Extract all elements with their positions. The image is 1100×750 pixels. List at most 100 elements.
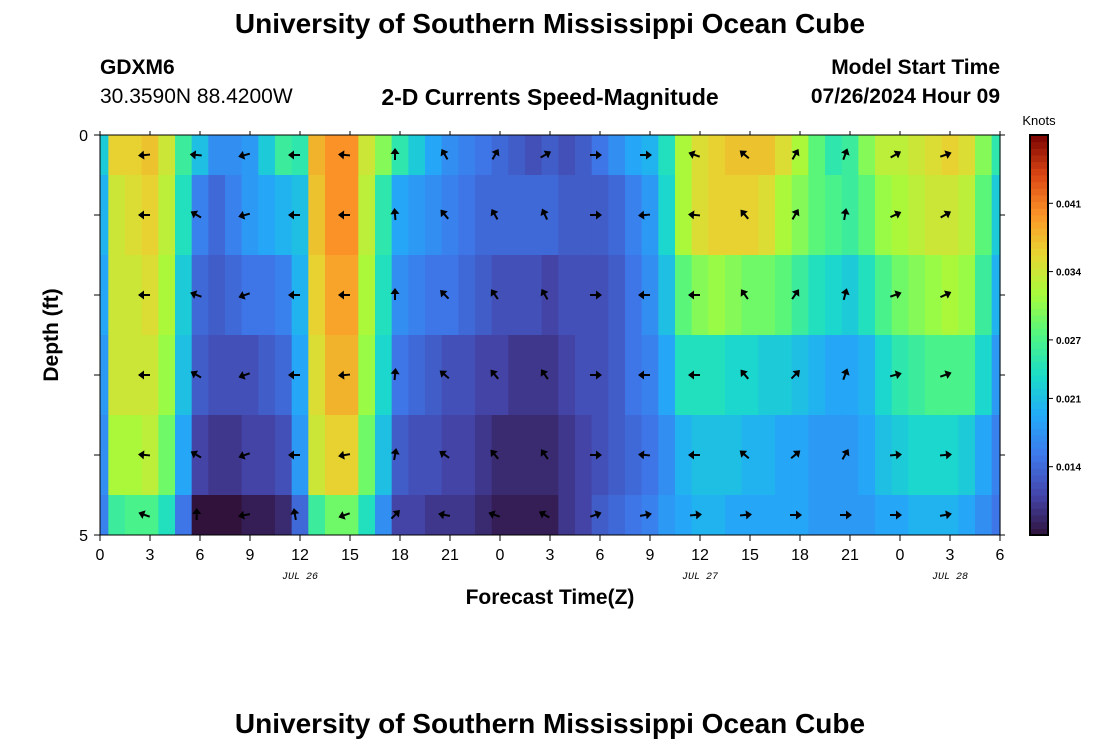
current-vector-arrow	[841, 368, 850, 381]
heatmap-cell	[758, 135, 776, 176]
heatmap-cell	[708, 255, 726, 336]
current-vector-arrow	[638, 290, 650, 300]
heatmap	[100, 135, 1001, 536]
colorbar-label: Knots	[1022, 113, 1056, 128]
current-vector-arrow	[540, 150, 552, 159]
station-location: 30.3590N 88.4200W	[100, 85, 293, 108]
current-vector-arrow	[138, 150, 151, 160]
heatmap-cell	[991, 175, 1001, 256]
current-vector-arrow	[238, 510, 251, 520]
heatmap-cell	[641, 335, 659, 416]
heatmap-cell	[675, 135, 693, 176]
colorbar-segment	[1030, 421, 1048, 429]
heatmap-cell	[225, 335, 243, 416]
current-vector-arrow	[390, 510, 400, 520]
heatmap-cell	[658, 255, 676, 336]
x-tick-label: 15	[341, 547, 359, 564]
heatmap-cell	[358, 135, 376, 176]
heatmap-cell	[958, 415, 976, 496]
current-vector-arrow	[288, 210, 300, 220]
heatmap-cell	[708, 415, 726, 496]
heatmap-cell	[775, 135, 793, 176]
heatmap-cell	[275, 335, 293, 416]
current-vector-arrow	[390, 288, 400, 300]
heatmap-cell	[108, 495, 126, 536]
heatmap-cell	[325, 255, 343, 336]
heatmap-cell	[625, 415, 643, 496]
x-tick-label: 12	[691, 547, 709, 564]
heatmap-cell	[458, 495, 476, 536]
heatmap-cell	[375, 335, 393, 416]
heatmap-cell	[125, 175, 143, 256]
heatmap-cell	[708, 135, 726, 176]
heatmap-cell	[141, 495, 159, 536]
current-vector-arrow	[791, 208, 800, 220]
heatmap-cell	[208, 135, 226, 176]
heatmap-cell	[708, 335, 726, 416]
heatmap-cell	[325, 335, 343, 416]
heatmap-cell	[391, 175, 409, 256]
heatmap-cell	[958, 135, 976, 176]
heatmap-cell	[491, 135, 509, 176]
heatmap-cell	[208, 415, 226, 496]
heatmap-cell	[241, 495, 259, 536]
chart: 0 3 6 9 12 15 18 21 0 3 6 9 12 15 18 21 0 3 6 JUL 26 JUL 27 J…	[40, 113, 1081, 609]
heatmap-cell	[875, 415, 893, 496]
heatmap-cell	[308, 175, 326, 256]
heatmap-cell	[141, 335, 159, 416]
heatmap-cell	[525, 335, 543, 416]
heatmap-cell	[275, 495, 293, 536]
heatmap-cell	[525, 255, 543, 336]
x-tick-label: 21	[841, 547, 859, 564]
heatmap-cell	[308, 335, 326, 416]
heatmap-cell	[708, 175, 726, 256]
colorbar-segment	[1030, 395, 1048, 403]
current-vector-arrow	[890, 150, 902, 159]
x-tick-label: 9	[246, 547, 255, 564]
heatmap-cell	[708, 495, 726, 536]
colorbar-segment	[1030, 328, 1048, 336]
page-title: University of Southern Mississippi Ocean…	[234, 8, 866, 39]
heatmap-cell	[175, 335, 193, 416]
heatmap-cell	[975, 135, 993, 176]
heatmap-cell	[975, 255, 993, 336]
heatmap-cell	[991, 415, 1001, 496]
heatmap-cell	[141, 255, 159, 336]
heatmap-cell	[775, 495, 793, 536]
current-vector-arrow	[338, 210, 350, 220]
heatmap-cell	[941, 335, 959, 416]
current-vector-arrow	[689, 510, 702, 520]
heatmap-cell	[291, 415, 309, 496]
heatmap-cell	[191, 255, 209, 336]
heatmap-cell	[858, 175, 876, 256]
current-vector-arrow	[840, 208, 850, 221]
heatmap-cell	[325, 175, 343, 256]
heatmap-cell	[691, 135, 709, 176]
heatmap-cell	[141, 415, 159, 496]
heatmap-cell	[125, 335, 143, 416]
heatmap-cell	[100, 335, 109, 416]
heatmap-cell	[191, 415, 209, 496]
current-vector-arrow	[540, 208, 549, 220]
station-id: GDXM6	[100, 56, 175, 79]
x-tick-label: 3	[146, 547, 155, 564]
current-vector-arrow	[688, 210, 701, 220]
heatmap-cell	[908, 255, 926, 336]
heatmap-cell	[458, 135, 476, 176]
colorbar-segment	[1030, 195, 1048, 203]
heatmap-cell	[941, 255, 959, 336]
heatmap-cell	[241, 175, 259, 256]
footer-title: University of Southern Mississippi Ocean…	[234, 708, 866, 739]
heatmap-cell	[258, 255, 276, 336]
colorbar-segment	[1030, 441, 1048, 449]
current-vector-arrow	[889, 450, 902, 460]
heatmap-cell	[925, 175, 943, 256]
heatmap-cell	[875, 135, 893, 176]
heatmap-cell	[508, 135, 526, 176]
colorbar-segment	[1030, 235, 1048, 243]
colorbar-tick-label: 0.034	[1056, 268, 1081, 279]
heatmap-cell	[958, 335, 976, 416]
heatmap-cell	[558, 335, 576, 416]
heatmap-cell	[358, 335, 376, 416]
heatmap-cell	[808, 175, 826, 256]
